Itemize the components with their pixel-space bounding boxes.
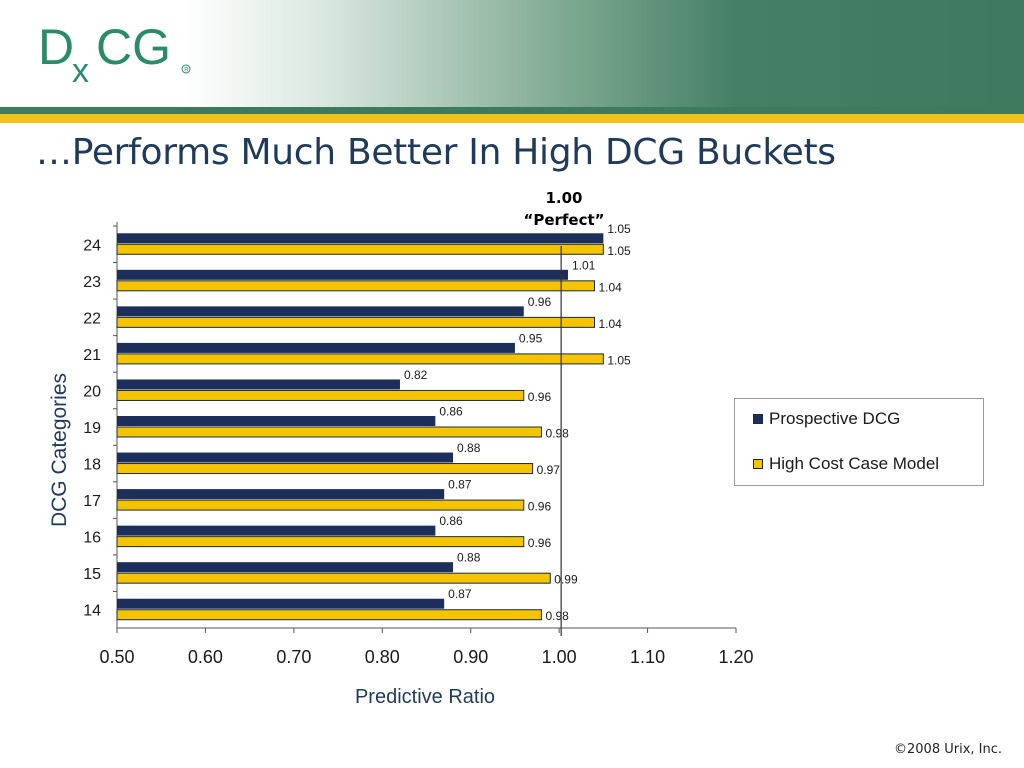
y-tick-label: 23 [83, 274, 101, 291]
bar-highcost [116, 389, 525, 401]
data-label-prospective: 0.86 [439, 514, 463, 528]
x-tick-label: 0.50 [99, 647, 134, 667]
perfect-annotation: 1.00 “Perfect” [514, 187, 614, 231]
x-tick-label: 0.60 [188, 647, 223, 667]
y-tick-label: 20 [83, 383, 101, 400]
dxcg-logo: D x CG R [38, 19, 191, 90]
x-axis-title: Predictive Ratio [355, 686, 495, 708]
bar-highcost [116, 353, 604, 365]
x-tick-label: 0.70 [276, 647, 311, 667]
bar-prospective [117, 379, 400, 390]
perfect-label: “Perfect” [523, 211, 605, 229]
data-label-highcost: 0.98 [545, 427, 569, 441]
data-label-highcost: 0.96 [528, 390, 552, 404]
data-label-prospective: 0.87 [448, 478, 472, 492]
svg-text:R: R [184, 68, 189, 74]
bar-prospective [117, 306, 524, 317]
bar-highcost [116, 572, 551, 584]
perfect-value: 1.00 [545, 189, 583, 207]
bar-prospective [117, 342, 515, 353]
bar-highcost [116, 426, 542, 438]
bar-highcost [116, 463, 534, 475]
x-tick-label: 1.00 [542, 647, 577, 667]
legend-item-highcost: High Cost Case Model [753, 454, 939, 474]
legend-swatch-highcost [753, 459, 763, 469]
legend-label-highcost: High Cost Case Model [769, 454, 940, 473]
data-label-highcost: 0.97 [537, 463, 561, 477]
data-label-highcost: 0.96 [528, 536, 552, 550]
y-axis-title: DCG Categories [48, 373, 71, 527]
y-tick-label: 18 [83, 457, 101, 474]
bar-highcost [116, 609, 542, 621]
data-label-prospective: 0.82 [404, 368, 428, 382]
bar-highcost [116, 316, 596, 328]
y-tick-label: 17 [83, 493, 101, 510]
header-rule-green [0, 107, 1024, 114]
data-label-highcost: 1.05 [607, 353, 631, 367]
bar-prospective [117, 269, 568, 280]
legend-swatch-prospective [753, 414, 763, 424]
data-label-prospective: 1.05 [607, 222, 631, 236]
data-label-prospective: 0.95 [519, 331, 543, 345]
data-label-prospective: 0.88 [457, 551, 481, 565]
bar-prospective [117, 598, 445, 609]
header-band [0, 0, 1024, 107]
data-label-highcost: 0.98 [545, 609, 569, 623]
bar-highcost [116, 280, 596, 292]
svg-text:D: D [38, 19, 74, 75]
data-label-highcost: 0.99 [554, 573, 578, 587]
chart-legend: Prospective DCG High Cost Case Model [734, 398, 984, 486]
bar-prospective [117, 489, 445, 500]
bar-highcost [116, 243, 604, 255]
x-tick-label: 0.80 [365, 647, 400, 667]
bar-prospective [117, 452, 454, 463]
legend-label-prospective: Prospective DCG [769, 409, 901, 428]
data-label-highcost: 1.05 [607, 244, 631, 258]
y-tick-label: 15 [83, 566, 101, 583]
y-tick-label: 22 [83, 310, 101, 327]
bar-prospective [117, 233, 604, 244]
data-label-prospective: 0.86 [439, 405, 463, 419]
data-label-prospective: 1.01 [572, 258, 596, 272]
y-tick-label: 19 [83, 420, 101, 437]
slide-title: …Performs Much Better In High DCG Bucket… [36, 132, 836, 173]
svg-text:x: x [72, 52, 89, 90]
bar-prospective [117, 525, 436, 536]
copyright: ©2008 Urix, Inc. [894, 742, 1002, 757]
y-tick-label: 14 [83, 603, 101, 620]
bar-highcost [116, 536, 525, 548]
header-rule-gold [0, 114, 1024, 123]
data-label-prospective: 0.88 [457, 441, 481, 455]
data-label-highcost: 1.04 [599, 317, 623, 331]
bar-highcost [116, 499, 525, 511]
y-tick-label: 21 [83, 347, 101, 364]
data-label-highcost: 1.04 [599, 280, 623, 294]
svg-text:CG: CG [96, 19, 171, 75]
x-tick-label: 0.90 [453, 647, 488, 667]
y-tick-label: 24 [83, 237, 101, 254]
x-tick-label: 1.10 [630, 647, 665, 667]
x-tick-label: 1.20 [718, 647, 753, 667]
data-label-prospective: 0.87 [448, 587, 472, 601]
data-label-prospective: 0.96 [528, 295, 552, 309]
bar-prospective [117, 562, 454, 573]
y-tick-label: 16 [83, 530, 101, 547]
legend-item-prospective: Prospective DCG [753, 409, 900, 429]
bar-prospective [117, 416, 436, 426]
data-label-highcost: 0.96 [528, 500, 552, 514]
